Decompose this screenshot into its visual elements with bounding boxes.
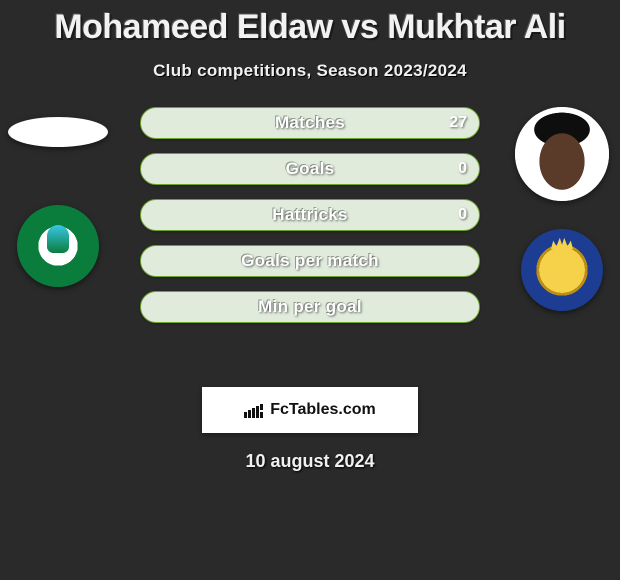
page-subtitle: Club competitions, Season 2023/2024 [0,61,620,81]
brand-badge[interactable]: FcTables.com [202,387,418,433]
stat-label: Min per goal [141,297,479,317]
stat-label: Hattricks [141,205,479,225]
right-player-column [510,107,614,311]
stat-row-hattricks: Hattricks 0 [140,199,480,231]
stat-label: Goals per match [141,251,479,271]
stat-right-value: 27 [449,114,467,132]
stat-label: Matches [141,113,479,133]
stat-label: Goals [141,159,479,179]
stat-row-min-per-goal: Min per goal [140,291,480,323]
page-title: Mohameed Eldaw vs Mukhtar Ali [0,0,620,47]
left-player-column [6,107,110,287]
brand-label: FcTables.com [270,401,376,419]
right-club-badge [521,229,603,311]
stats-list: Matches 27 Goals 0 Hattricks 0 Goals per… [140,107,480,323]
left-club-badge [17,205,99,287]
comparison-stage: Matches 27 Goals 0 Hattricks 0 Goals per… [0,107,620,377]
right-player-avatar [515,107,609,201]
player-face-icon [515,107,609,201]
stat-row-matches: Matches 27 [140,107,480,139]
stat-row-goals-per-match: Goals per match [140,245,480,277]
chart-icon [244,402,264,418]
stat-row-goals: Goals 0 [140,153,480,185]
stat-right-value: 0 [458,206,467,224]
date-label: 10 august 2024 [0,451,620,472]
stat-right-value: 0 [458,160,467,178]
left-player-avatar [8,117,108,147]
